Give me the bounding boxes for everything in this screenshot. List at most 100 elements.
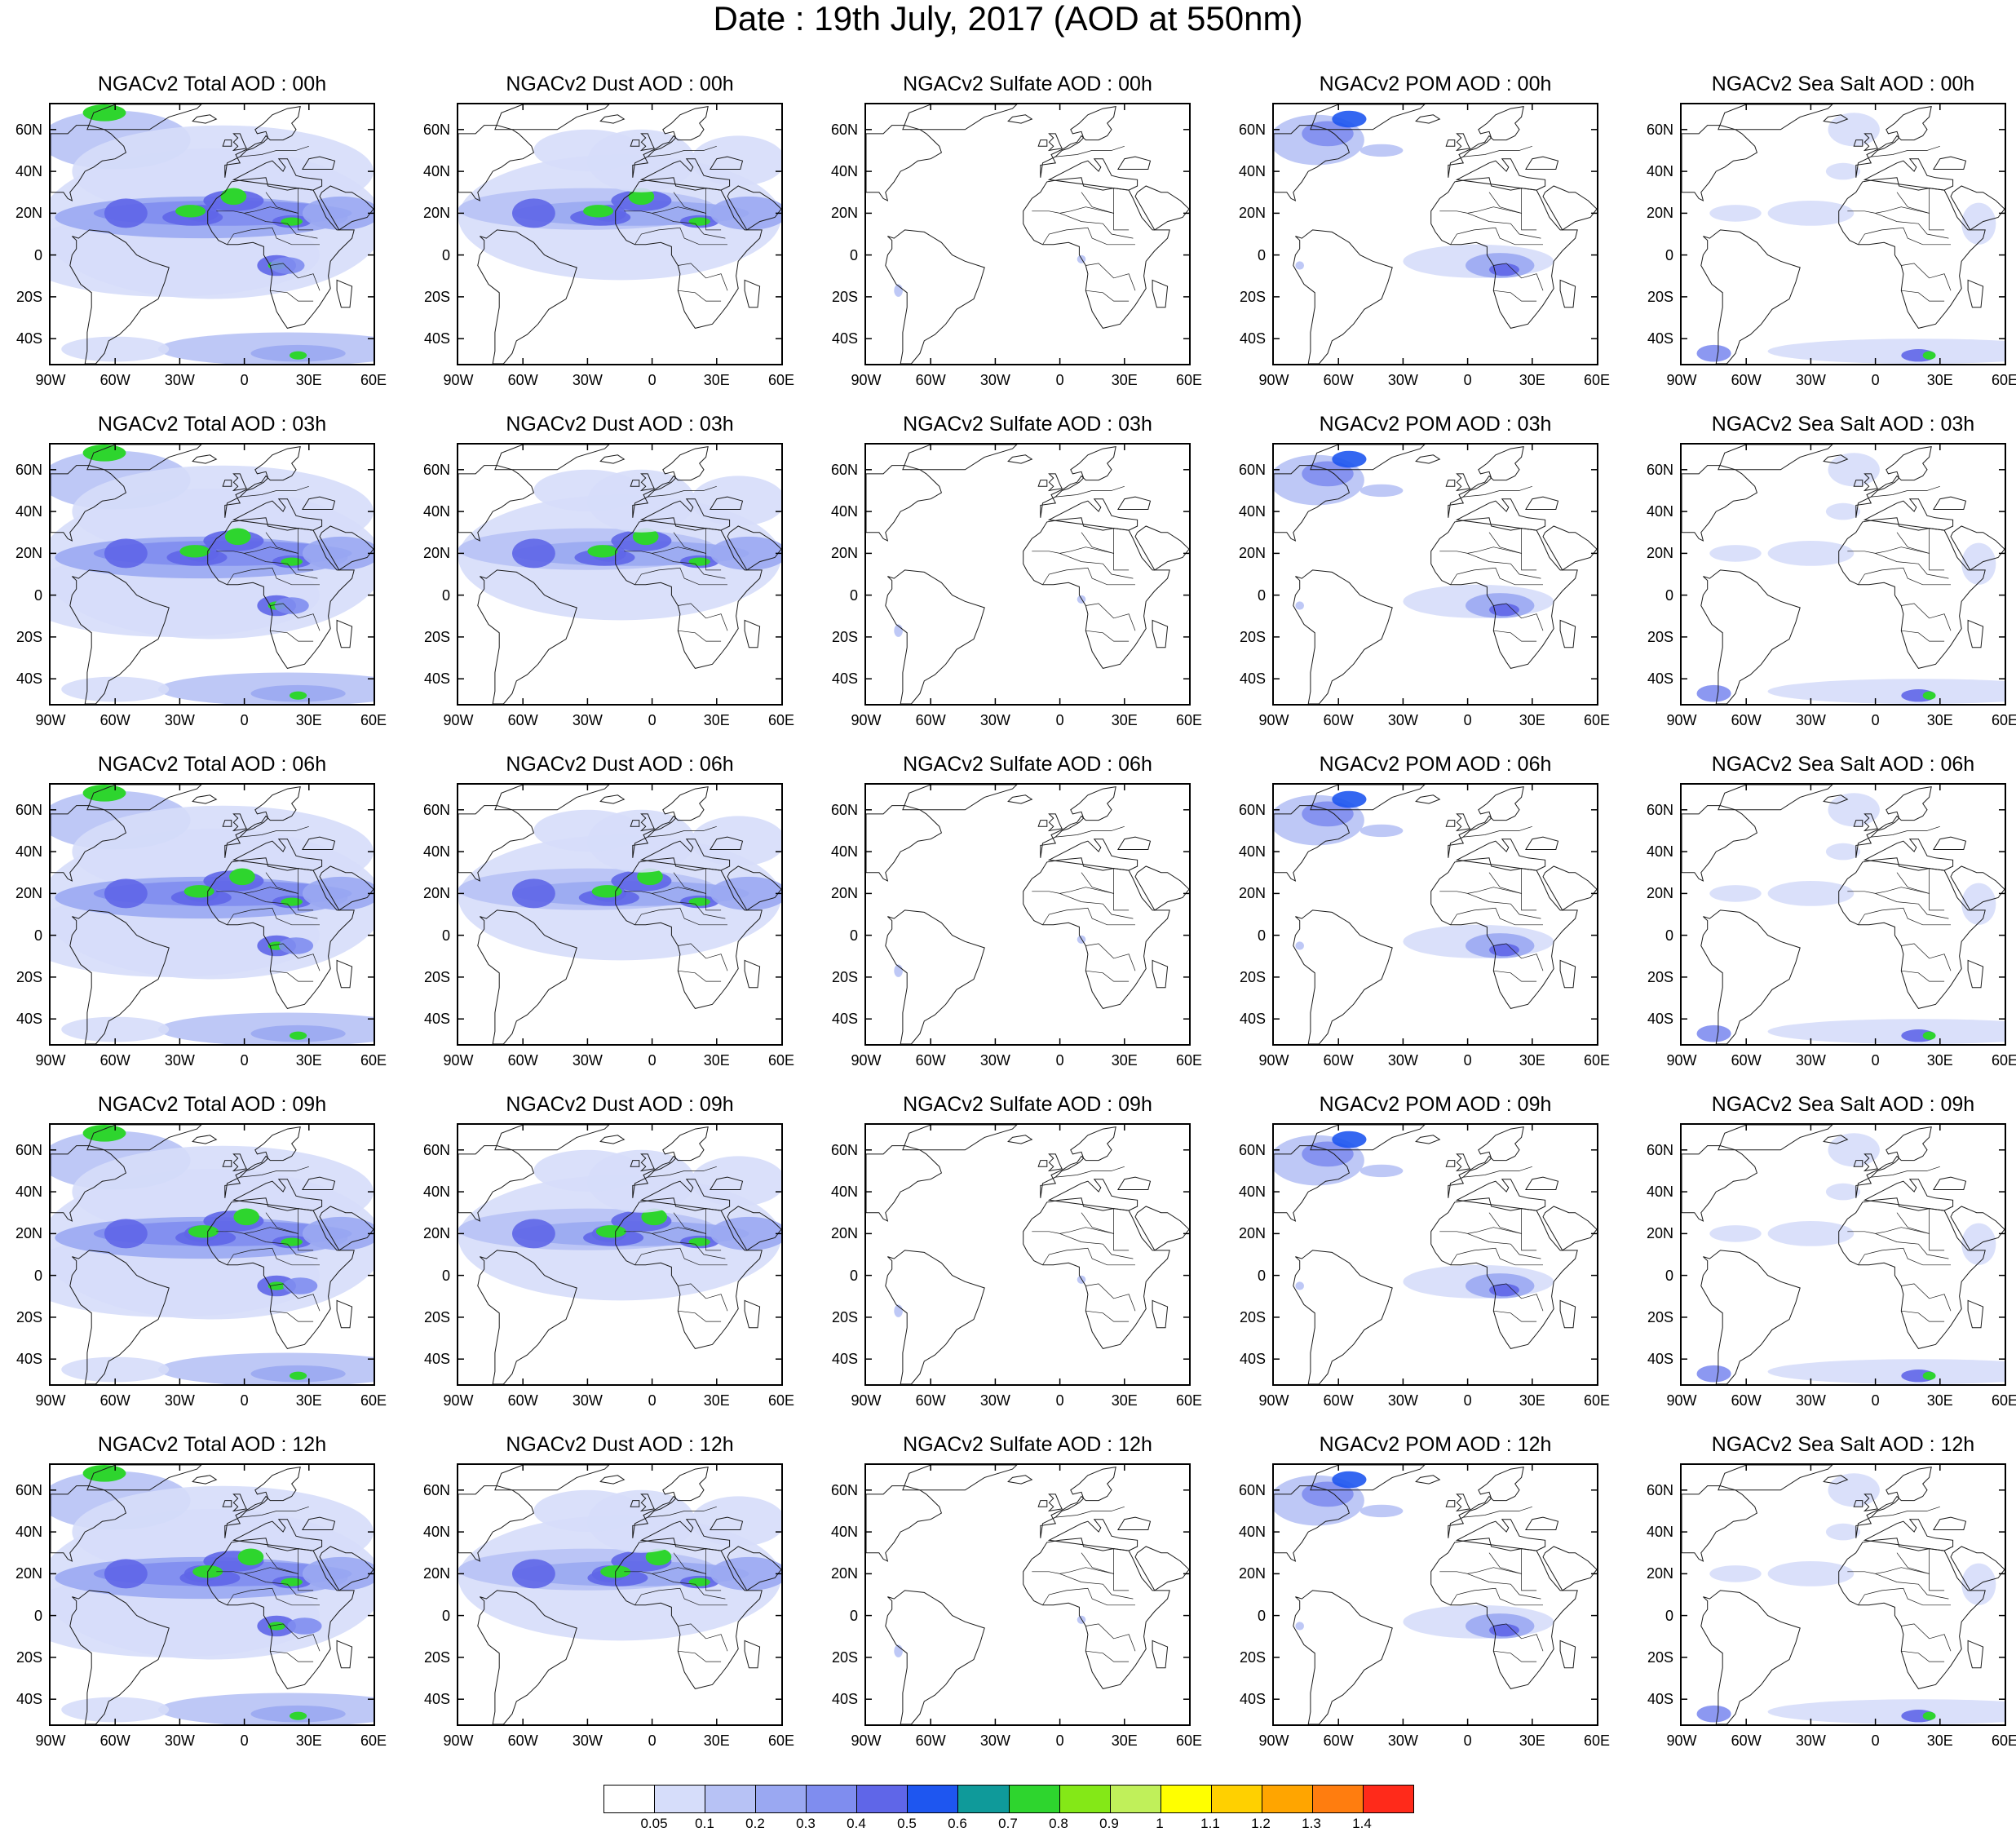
coastline — [632, 105, 709, 178]
country-border — [1901, 1310, 1945, 1322]
lat-tick-label: 20N — [422, 885, 450, 902]
country-border — [648, 1506, 717, 1518]
coastline — [1855, 1466, 1932, 1538]
lat-tick-label: 0 — [1665, 246, 1673, 263]
coastline — [710, 496, 744, 510]
lon-tick-label: 60W — [99, 372, 130, 388]
coastline — [639, 133, 655, 152]
coastline — [1933, 1516, 1967, 1530]
lat-tick-label: 60N — [15, 121, 42, 138]
panel-title: NGACv2 Dust AOD : 00h — [506, 73, 734, 95]
aod-field — [61, 676, 170, 702]
aod-field — [1696, 1024, 1731, 1042]
country-border — [1059, 1573, 1134, 1600]
aod-map — [458, 445, 781, 704]
lat-tick-label: 20N — [1238, 885, 1266, 902]
country-border — [1085, 1283, 1136, 1312]
aod-field — [82, 104, 126, 122]
lon-tick-label: 0 — [240, 1052, 249, 1069]
country-border — [1032, 1567, 1130, 1591]
coastline — [1134, 865, 1189, 911]
coastline — [1853, 1500, 1863, 1507]
lon-tick-label: 60W — [99, 712, 130, 728]
lat-tick-label: 20N — [1238, 205, 1266, 222]
aod-field — [82, 445, 126, 462]
country-border — [1493, 1650, 1537, 1662]
aod-field — [82, 1465, 126, 1482]
coastline — [69, 229, 170, 364]
country-border — [1493, 970, 1537, 982]
coastline — [1445, 1160, 1456, 1167]
lon-tick-label: 60W — [1731, 1732, 1762, 1749]
country-border — [678, 943, 728, 971]
country-border — [1032, 206, 1130, 231]
aod-field — [1961, 1563, 1996, 1605]
coastline — [232, 473, 247, 492]
country-border — [1896, 528, 1930, 554]
coastline — [1040, 1126, 1116, 1198]
coastline — [1855, 785, 1932, 858]
country-border — [1875, 1573, 1949, 1600]
aod-field — [224, 528, 251, 546]
map-panel: NGACv2 Dust AOD : 09h 60N 40N 20N 0 20S 40S 90W… — [408, 1092, 816, 1435]
map-frame — [864, 443, 1191, 706]
lon-tick-label: 60E — [1583, 1732, 1611, 1749]
aod-field — [267, 1622, 285, 1631]
lon-tick-label: 30W — [979, 372, 1010, 388]
coastline — [639, 1179, 731, 1211]
coastline — [1823, 1135, 1849, 1144]
lon-tick-label: 0 — [1055, 712, 1064, 728]
coastline — [1967, 619, 1984, 648]
coastline — [51, 125, 127, 201]
lon-tick-label: 30W — [1795, 1732, 1826, 1749]
country-border — [216, 547, 314, 571]
coastline — [1559, 1299, 1576, 1329]
panel-title: NGACv2 POM AOD : 09h — [1319, 1093, 1552, 1116]
aod-field — [82, 785, 126, 802]
country-border — [1055, 825, 1125, 838]
lon-tick-label: 90W — [1666, 712, 1697, 728]
country-border — [1493, 1623, 1544, 1652]
lon-tick-label: 90W — [35, 1732, 66, 1749]
coastline — [710, 1516, 744, 1530]
coastline — [458, 125, 535, 201]
country-border — [624, 1567, 722, 1591]
country-border — [678, 1310, 722, 1322]
coastline — [1448, 1466, 1524, 1538]
coastline — [336, 1640, 353, 1669]
lat-tick-label: 40N — [830, 843, 858, 861]
coastline — [86, 445, 202, 471]
coastline — [1853, 139, 1863, 147]
lat-tick-label: 20N — [15, 1225, 42, 1242]
coastline — [1525, 1516, 1559, 1530]
coastline — [207, 1197, 355, 1349]
aod-field — [61, 1697, 170, 1723]
lat-tick-label: 20S — [831, 288, 858, 305]
aod-map — [866, 104, 1189, 364]
lat-tick-label: 0 — [1257, 1607, 1266, 1624]
aod-field — [688, 1237, 710, 1246]
lon-tick-label: 60E — [1583, 712, 1611, 728]
aod-field — [1359, 144, 1404, 157]
lon-tick-label: 0 — [1871, 1052, 1880, 1069]
coastline — [1310, 445, 1426, 471]
country-border — [1488, 1548, 1522, 1574]
lat-tick-label: 60N — [422, 1481, 450, 1498]
coastline — [1455, 498, 1546, 531]
lon-tick-label: 60E — [360, 712, 387, 728]
lat-tick-label: 40N — [15, 1524, 42, 1541]
coastline — [224, 445, 301, 518]
country-border — [648, 1166, 717, 1178]
country-border — [1042, 1587, 1135, 1606]
aod-field — [688, 557, 710, 566]
coastline — [615, 177, 763, 329]
coastline — [1455, 1153, 1470, 1172]
lat-tick-label: 0 — [441, 927, 450, 944]
country-border — [673, 188, 706, 214]
lon-tick-label: 30W — [1387, 712, 1418, 728]
coastline — [319, 525, 374, 571]
country-border — [270, 263, 321, 291]
lat-tick-label: 20N — [830, 885, 858, 902]
colorbar-swatch — [756, 1786, 807, 1812]
coastline — [207, 177, 355, 329]
